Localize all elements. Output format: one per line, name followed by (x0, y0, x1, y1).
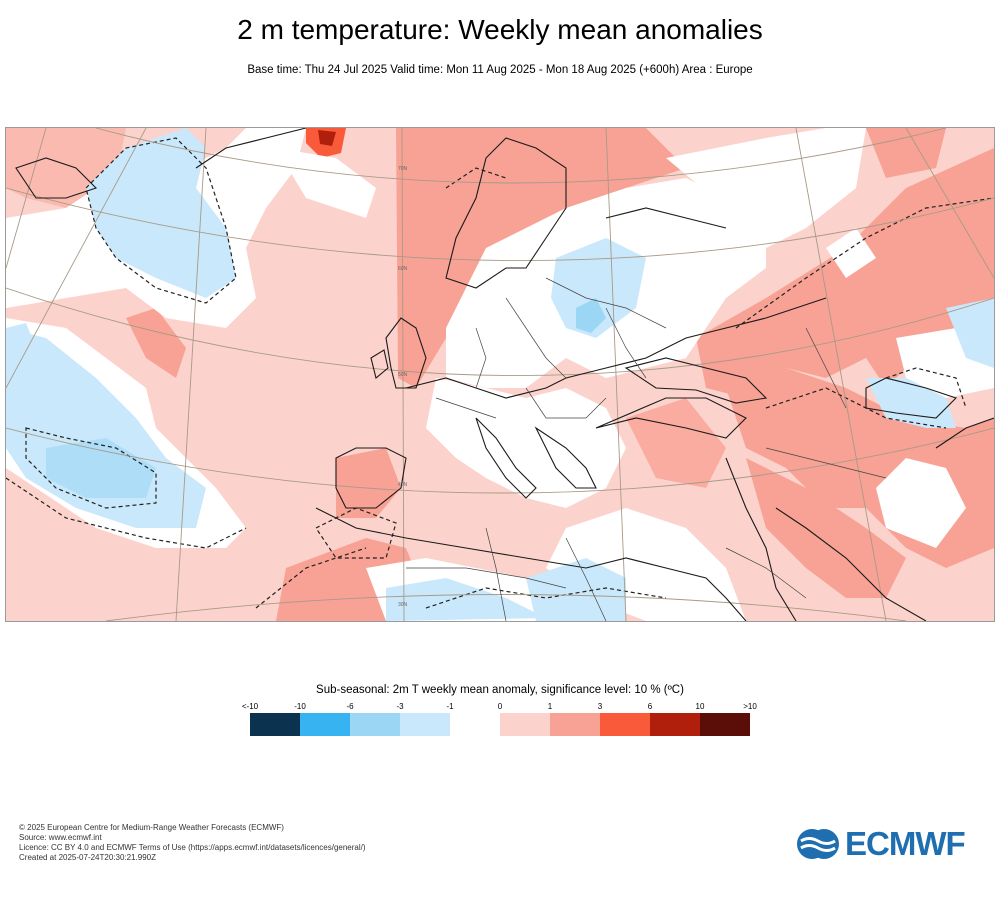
footer-copyright: © 2025 European Centre for Medium-Range … (19, 823, 284, 832)
colorbar-swatch (250, 713, 300, 736)
chart-subtitle: Base time: Thu 24 Jul 2025 Valid time: M… (247, 64, 753, 76)
country-borders (406, 277, 887, 621)
colorbar-swatch (650, 713, 700, 736)
colorbar-tick: >10 (743, 702, 757, 711)
colorbar-tick: 1 (547, 702, 553, 711)
colorbar-title: Sub-seasonal: 2m T weekly mean anomaly, … (316, 684, 684, 696)
colorbar (250, 713, 750, 736)
footer-licence: Licence: CC BY 4.0 and ECMWF Terms of Us… (19, 843, 366, 852)
lat-label-30: 30N (398, 602, 408, 608)
colorbar-swatch (450, 713, 500, 736)
colorbar-swatch (700, 713, 750, 736)
colorbar-tick: 6 (647, 702, 653, 711)
colorbar-swatch (350, 713, 400, 736)
latitude-labels: 70N 60N 50N 40N 30N (398, 166, 408, 608)
colorbar-swatch (400, 713, 450, 736)
lat-label-70: 70N (398, 166, 408, 172)
ecmwf-logo: ECMWF (795, 824, 985, 864)
colorbar-swatch (600, 713, 650, 736)
footer: © 2025 European Centre for Medium-Range … (19, 823, 366, 863)
footer-created: Created at 2025-07-24T20:30:21.990Z (19, 853, 156, 862)
chart-title: 2 m temperature: Weekly mean anomalies (237, 14, 763, 45)
anomaly-map: 70N 60N 50N 40N 30N (5, 127, 995, 622)
ecmwf-logo-text: ECMWF (845, 825, 966, 862)
colorbar-swatch (500, 713, 550, 736)
lat-label-50: 50N (398, 372, 408, 378)
colorbar-tick: -1 (446, 702, 454, 711)
lat-label-60: 60N (398, 266, 408, 272)
colorbar-ticks: <-10 -10 -6 -3 -1 0 1 3 6 10 >10 (242, 702, 757, 712)
colorbar-swatch (550, 713, 600, 736)
colorbar-tick: -6 (346, 702, 354, 711)
colorbar-tick: -10 (294, 702, 306, 711)
footer-source: Source: www.ecmwf.int (19, 833, 102, 842)
colorbar-tick: 10 (695, 702, 705, 711)
colorbar-tick: 3 (597, 702, 603, 711)
colorbar-swatch (300, 713, 350, 736)
anomaly-area-hot-spot (318, 130, 336, 146)
anomaly-areas-cool-strong (46, 298, 606, 498)
colorbar-tick: -3 (396, 702, 404, 711)
colorbar-tick: <-10 (241, 702, 259, 711)
lat-label-40: 40N (398, 482, 408, 488)
colorbar-tick: 0 (497, 702, 503, 711)
ecmwf-logo-icon (797, 829, 839, 859)
map-svg: 70N 60N 50N 40N 30N (6, 128, 994, 621)
